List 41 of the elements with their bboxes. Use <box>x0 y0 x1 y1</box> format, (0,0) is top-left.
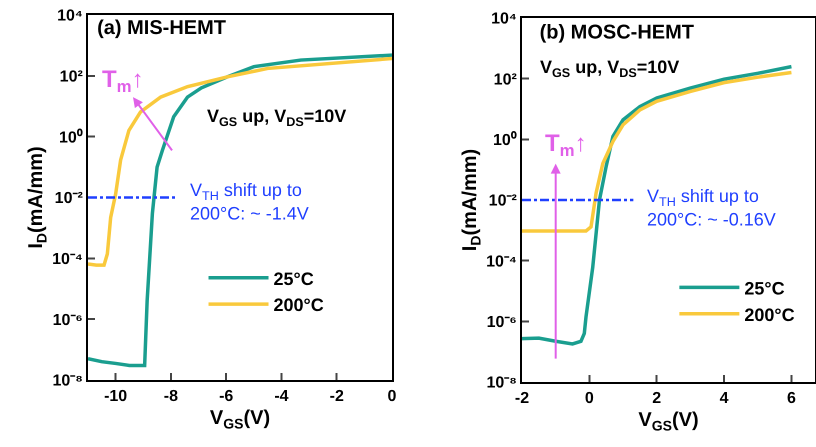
y-tick-label: 10⁻² <box>488 192 517 210</box>
annotation: V$_{TH}$ shift up to 200°C: ~ -1.4V <box>190 180 309 224</box>
chart-title: (b) MOSC-HEMT <box>540 22 694 44</box>
annotation: T$_{m}$↑ <box>545 130 587 160</box>
y-tick-label: 10² <box>60 68 83 86</box>
annotation: T$_{m}$↑ <box>102 66 144 96</box>
x-tick-label: -8 <box>164 388 178 406</box>
x-tick-label: 4 <box>720 390 729 408</box>
y-tick-label: 10⁰ <box>59 128 83 146</box>
y-tick-label: 10² <box>494 71 517 88</box>
annotation: V$_{GS}$ up, V$_{DS}$=10V <box>207 106 346 129</box>
x-tick-label: -10 <box>104 388 128 406</box>
line-series <box>88 53 392 368</box>
y-tick-label: 10⁻⁴ <box>486 253 517 270</box>
x-tick-label: 0 <box>584 390 594 408</box>
x-tick-label: -4 <box>274 388 289 406</box>
annotation: V$_{TH}$ shift up to 200°C: ~ -0.16V <box>647 186 776 230</box>
x-axis-title: V$_{GS}$(V) <box>638 409 699 434</box>
y-tick-label: 10⁰ <box>493 130 517 149</box>
legend-label: 200°C <box>274 295 324 316</box>
annotation: V$_{GS}$ up, V$_{DS}$=10V <box>540 57 680 80</box>
y-tick-label: 10⁻⁸ <box>486 374 517 392</box>
x-tick-label: 2 <box>652 390 662 408</box>
y-tick-label: 10⁻² <box>54 190 83 208</box>
y-tick-label: 10⁻⁴ <box>52 250 83 268</box>
x-axis-title: V$_{GS}$(V) <box>210 407 270 432</box>
x-tick-label: -6 <box>219 388 234 406</box>
line-series <box>88 56 392 267</box>
x-tick-label: 6 <box>786 390 796 408</box>
legend-label: 25°C <box>274 268 314 289</box>
chart-title: (a) MIS-HEMT <box>97 17 226 40</box>
x-tick-label: 0 <box>388 388 397 406</box>
y-tick-label: 10⁻⁶ <box>52 312 83 329</box>
y-tick-label: 10⁴ <box>491 10 517 28</box>
x-tick-label: -2 <box>514 390 530 408</box>
x-tick-label: -2 <box>330 388 344 406</box>
legend-label: 25°C <box>744 278 785 298</box>
y-tick-label: 10⁻⁶ <box>486 314 517 331</box>
y-tick-label: 10⁻⁸ <box>52 372 83 390</box>
legend-label: 200°C <box>744 304 795 325</box>
y-tick-label: 10⁴ <box>57 8 83 25</box>
